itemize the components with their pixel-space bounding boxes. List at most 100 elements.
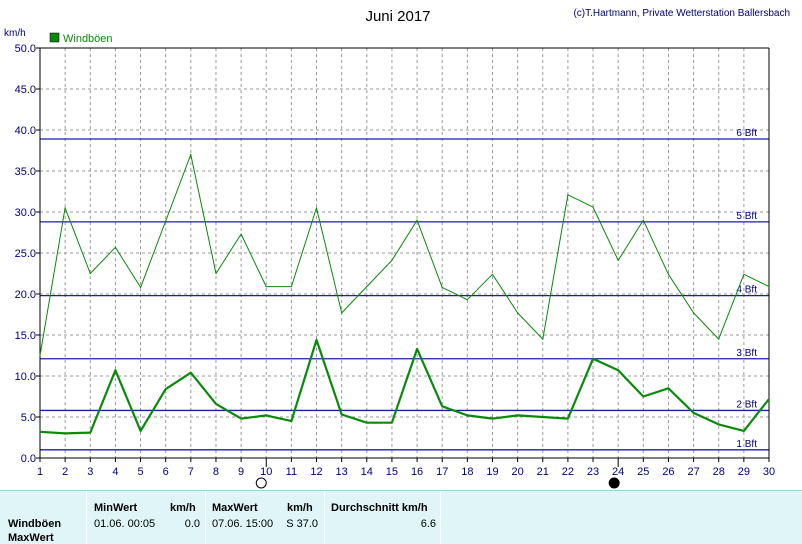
- data-point-windboeen: [642, 219, 644, 221]
- x-tick-label: 11: [286, 466, 297, 478]
- data-point-mean: [89, 431, 91, 434]
- beaufort-label: 4 Bft: [736, 285, 757, 296]
- series: [39, 154, 770, 435]
- x-tick-label: 4: [112, 466, 118, 478]
- data-point-windboeen: [315, 207, 318, 209]
- data-point-mean: [215, 403, 217, 405]
- beaufort-label: 3 Bft: [736, 348, 757, 359]
- x-tick-label: 29: [738, 466, 750, 478]
- data-point-mean: [315, 339, 318, 341]
- data-point-windboeen: [391, 259, 393, 261]
- data-point-mean: [567, 418, 569, 420]
- data-point-windboeen: [64, 207, 66, 209]
- stats-min-header: MinWert: [94, 502, 138, 514]
- x-tick-label: 17: [436, 466, 448, 478]
- data-point-windboeen: [190, 154, 192, 156]
- data-point-windboeen: [416, 219, 418, 221]
- data-point-mean: [642, 395, 644, 398]
- data-point-windboeen: [466, 299, 468, 301]
- beaufort-label: 1 Bft: [736, 439, 757, 450]
- data-point-windboeen: [240, 233, 242, 235]
- x-tick-label: 30: [763, 466, 775, 478]
- wind-chart: Juni 2017 (c)T.Hartmann, Private Wetters…: [4, 8, 790, 489]
- legend-swatch: [49, 32, 60, 43]
- grid: [40, 48, 769, 458]
- stats-min-time: 01.06. 00:05: [94, 518, 156, 530]
- x-tick-label: 6: [163, 466, 169, 478]
- x-tick-label: 27: [687, 466, 699, 478]
- x-tick-label: 10: [260, 466, 272, 478]
- data-point-mean: [366, 422, 368, 424]
- x-tick-label: 7: [188, 466, 194, 478]
- x-tick-label: 25: [637, 466, 649, 478]
- x-tick-label: 19: [486, 466, 498, 478]
- data-point-windboeen: [743, 273, 745, 275]
- data-point-mean: [416, 348, 418, 350]
- x-tick-label: 14: [361, 466, 373, 478]
- data-point-windboeen: [215, 272, 217, 275]
- data-point-windboeen: [567, 194, 569, 196]
- x-tick-label: 8: [213, 466, 219, 478]
- data-point-mean: [391, 422, 393, 424]
- data-point-windboeen: [39, 354, 41, 357]
- x-tick-label: 5: [137, 466, 143, 478]
- data-point-mean: [190, 372, 192, 374]
- stats-max-value: S 37.0: [286, 518, 318, 530]
- data-point-windboeen: [517, 312, 519, 314]
- series-line-mean: [39, 338, 770, 435]
- data-point-windboeen: [542, 338, 544, 340]
- stats-avg-value: 6.6: [420, 518, 436, 530]
- stats-max-header: MaxWert: [212, 502, 258, 514]
- x-tick-label: 20: [511, 466, 523, 478]
- beaufort-lines: 1 Bft 2 Bft 3 Bft 4 Bft 5 Bft 6 Bft: [40, 128, 769, 451]
- y-tick-label: 15.0: [15, 330, 36, 342]
- data-point-mean: [743, 430, 745, 432]
- data-point-mean: [139, 430, 142, 432]
- x-tick-label: 13: [336, 466, 348, 478]
- data-point-mean: [341, 413, 343, 416]
- data-point-mean: [165, 388, 167, 390]
- stats-row-label-maxwert: MaxWert: [8, 532, 54, 544]
- full-moon-icon: [255, 477, 267, 489]
- data-point-windboeen: [667, 273, 670, 275]
- data-point-mean: [768, 398, 770, 400]
- data-point-windboeen: [114, 246, 117, 248]
- data-point-windboeen: [265, 286, 267, 288]
- x-tick-label: 16: [411, 466, 423, 478]
- data-point-windboeen: [491, 273, 494, 275]
- data-point-mean: [592, 358, 594, 360]
- y-tick-label: 0.0: [21, 453, 36, 465]
- data-point-windboeen: [139, 286, 142, 289]
- x-tick-label: 18: [461, 466, 473, 478]
- y-tick-label: 35.0: [15, 166, 36, 178]
- data-point-windboeen: [718, 338, 720, 340]
- data-point-windboeen: [341, 312, 343, 314]
- data-point-windboeen: [617, 259, 619, 261]
- data-point-mean: [491, 418, 494, 420]
- data-point-windboeen: [592, 206, 594, 208]
- beaufort-label: 2 Bft: [736, 399, 757, 410]
- stats-max-time: 07.06. 15:00: [212, 518, 274, 530]
- data-point-mean: [114, 369, 117, 371]
- y-tick-label: 50.0: [15, 43, 36, 55]
- data-point-windboeen: [768, 286, 770, 288]
- data-point-windboeen: [165, 220, 167, 222]
- series-line-windboeen: [39, 154, 770, 356]
- x-tick-label: 15: [386, 466, 398, 478]
- data-point-windboeen: [366, 286, 368, 288]
- x-tick-label: 9: [238, 466, 244, 478]
- data-point-mean: [64, 432, 66, 434]
- data-point-windboeen: [692, 312, 695, 314]
- stats-min-value: 0.0: [184, 518, 200, 530]
- new-moon-icon: [608, 477, 620, 489]
- x-tick-label: 28: [713, 466, 725, 478]
- data-point-mean: [667, 387, 670, 389]
- data-point-mean: [441, 405, 443, 407]
- y-tick-label: 40.0: [15, 125, 36, 137]
- y-axis-unit: km/h: [4, 28, 26, 39]
- y-tick-label: 45.0: [15, 84, 36, 96]
- data-point-mean: [692, 412, 695, 414]
- axes: 0.0 5.0 10.0 15.0 20.0 25.0 30.0 35.0 40.0 45.0 50…: [15, 43, 776, 478]
- data-point-mean: [265, 414, 267, 416]
- x-tick-label: 22: [562, 466, 574, 478]
